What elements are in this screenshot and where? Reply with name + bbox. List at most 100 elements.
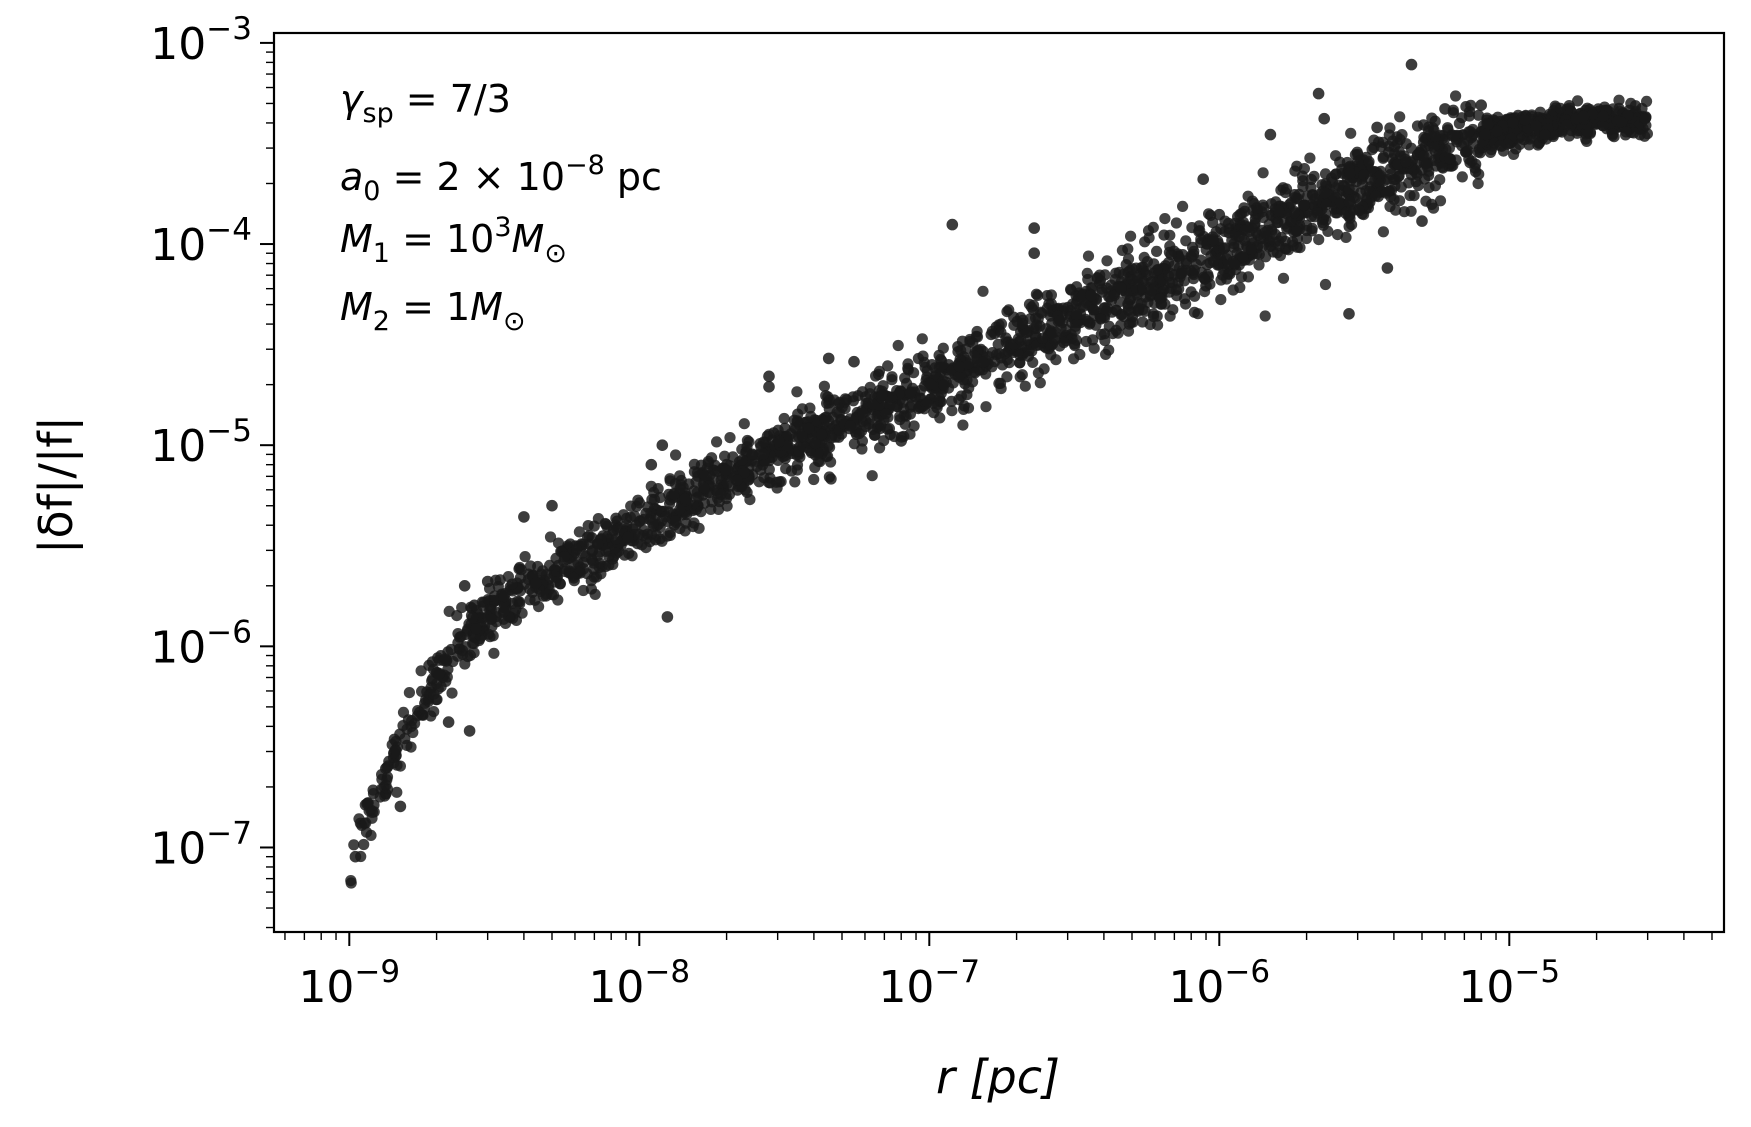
- data-point: [999, 348, 1011, 360]
- data-point: [957, 403, 970, 415]
- data-point: [537, 590, 550, 602]
- data-point: [439, 653, 451, 665]
- data-point: [746, 448, 759, 460]
- data-point: [558, 551, 571, 563]
- data-point: [1122, 300, 1134, 312]
- data-point: [882, 360, 894, 372]
- data-point: [1343, 308, 1355, 320]
- data-point: [1028, 247, 1040, 259]
- data-point: [451, 610, 463, 622]
- data-point: [1117, 268, 1129, 280]
- data-point: [1322, 225, 1334, 237]
- data-point: [526, 586, 539, 598]
- data-point: [1016, 317, 1029, 330]
- data-point: [1218, 243, 1230, 255]
- data-point: [778, 412, 790, 425]
- data-point: [1311, 207, 1323, 219]
- data-point: [1473, 168, 1485, 180]
- data-point: [468, 647, 480, 659]
- data-point: [1125, 230, 1137, 242]
- data-point: [698, 470, 710, 482]
- data-point: [876, 389, 888, 401]
- data-point: [1081, 267, 1093, 279]
- data-point: [1343, 221, 1355, 233]
- data-point: [1067, 298, 1079, 310]
- data-point: [1456, 171, 1468, 183]
- data-point: [415, 665, 427, 677]
- data-point: [345, 875, 357, 887]
- data-point: [1374, 169, 1386, 182]
- data-point: [599, 517, 611, 530]
- data-point: [1313, 234, 1325, 246]
- data-point: [818, 380, 831, 392]
- data-point: [645, 480, 657, 492]
- data-point: [1259, 310, 1271, 322]
- x-tick-label: 10−8: [588, 954, 690, 1013]
- data-point: [1423, 182, 1435, 194]
- data-point: [1277, 272, 1290, 284]
- data-point: [803, 422, 815, 435]
- data-point: [698, 497, 711, 509]
- data-point: [706, 452, 718, 464]
- data-point: [366, 806, 379, 818]
- plot-frame: [272, 31, 1726, 934]
- data-point: [1296, 170, 1308, 182]
- data-point: [1094, 269, 1106, 281]
- data-point: [468, 599, 481, 612]
- data-point: [771, 482, 783, 494]
- data-point: [506, 578, 518, 590]
- data-point: [1003, 357, 1015, 369]
- data-point: [1180, 298, 1192, 310]
- data-point: [1147, 310, 1160, 323]
- data-point: [1539, 129, 1551, 141]
- data-point: [823, 471, 836, 483]
- data-point: [1449, 130, 1461, 142]
- data-point: [1479, 128, 1491, 141]
- data-point: [1577, 110, 1590, 123]
- data-point: [399, 733, 411, 745]
- data-point: [1426, 198, 1438, 210]
- data-point: [544, 531, 557, 543]
- data-point: [1392, 171, 1404, 183]
- data-point: [1563, 130, 1575, 142]
- data-point: [629, 510, 641, 522]
- data-point: [1227, 284, 1239, 296]
- data-point: [952, 346, 964, 358]
- data-point: [1384, 122, 1396, 134]
- y-tick-label: 10−3: [150, 11, 252, 70]
- data-point: [1148, 258, 1160, 270]
- data-point: [456, 602, 468, 614]
- data-point: [867, 398, 879, 410]
- data-point: [967, 337, 979, 349]
- data-point: [589, 588, 601, 601]
- data-point: [1251, 202, 1263, 214]
- data-point: [1126, 263, 1138, 275]
- data-point: [1510, 143, 1522, 155]
- data-point: [904, 428, 916, 440]
- data-point: [698, 482, 710, 494]
- data-point: [1330, 150, 1342, 162]
- data-point: [348, 839, 360, 851]
- data-point: [1068, 353, 1080, 365]
- data-point: [690, 476, 702, 488]
- data-point: [1127, 316, 1139, 328]
- data-point: [1068, 338, 1080, 350]
- data-point: [459, 658, 471, 670]
- data-point: [1381, 262, 1394, 274]
- y-tick-label: 10−4: [150, 212, 252, 271]
- data-point: [1308, 170, 1320, 182]
- data-point: [1330, 168, 1342, 180]
- data-point: [459, 641, 471, 653]
- data-point: [1207, 216, 1219, 229]
- data-point: [1472, 178, 1484, 190]
- data-point: [1393, 146, 1405, 158]
- data-point: [1343, 196, 1356, 208]
- data-point: [904, 387, 917, 399]
- data-point: [860, 420, 872, 433]
- data-point: [1265, 198, 1277, 210]
- data-point: [1207, 255, 1220, 267]
- y-tick-label: 10−6: [150, 614, 252, 673]
- data-point: [953, 371, 965, 383]
- x-tick-label: 10−6: [1168, 954, 1270, 1013]
